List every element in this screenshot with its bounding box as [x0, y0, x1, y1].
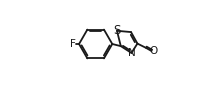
Text: F: F: [70, 39, 76, 49]
Text: N: N: [128, 48, 135, 58]
Text: S: S: [113, 24, 121, 37]
Text: O: O: [149, 46, 157, 56]
